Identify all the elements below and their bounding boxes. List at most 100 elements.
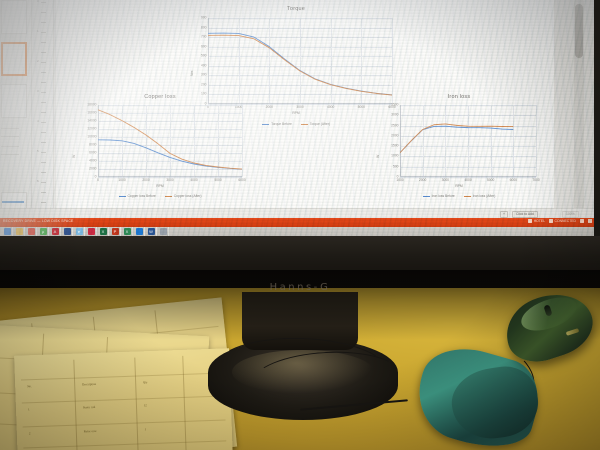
gridline: [536, 105, 537, 177]
legend-label: Torque (After): [309, 122, 330, 126]
ruler-tick: [41, 202, 46, 203]
legend-label: Copper loss Before: [127, 194, 156, 198]
tray-item-battery[interactable]: [580, 218, 584, 223]
y-axis-tick: 3000: [391, 112, 399, 117]
word-icon: W: [147, 228, 155, 235]
x-axis-tick: 4000: [464, 177, 472, 182]
notepad-icon: [159, 228, 167, 235]
taskbar-item-messenger[interactable]: [134, 227, 145, 236]
thumbnail-highlight: [2, 201, 24, 203]
status-bar: + Click to Add 100%: [0, 208, 594, 218]
taskbar-item-excel-doc[interactable]: X: [122, 227, 133, 236]
legend-swatch: [463, 195, 471, 197]
taskbar-item-powerpoint[interactable]: P: [110, 227, 121, 236]
legend-swatch: [164, 195, 172, 197]
vertical-ruler: 01234567: [32, 0, 54, 236]
taskbar-item-folder[interactable]: [14, 227, 25, 236]
taskbar-item-internet-explorer[interactable]: e: [74, 227, 85, 236]
legend-swatch: [262, 123, 270, 125]
taskbar-item-start-orb[interactable]: [2, 227, 13, 236]
x-axis-tick: 2000: [142, 177, 150, 182]
ruler-tick: [41, 52, 46, 53]
windows-taskbar: RECOVERY DRIVE — LOW DISK SPACE HOTEL CON…: [0, 218, 594, 236]
thumbnail-panel[interactable]: [0, 0, 32, 236]
series-line: [98, 139, 242, 170]
taskbar-item-utorrent[interactable]: µ: [38, 227, 49, 236]
ruler-tick: [41, 2, 46, 3]
tray-item-network[interactable]: HOTEL: [528, 218, 545, 223]
notification-banner[interactable]: [0, 218, 594, 227]
paper-sheet: No. 1 2 Description Stator coil Rotor co…: [14, 348, 233, 450]
ruler-tick: [41, 22, 46, 23]
taskbar-item-chrome[interactable]: [26, 227, 37, 236]
tray-item-clock[interactable]: [588, 218, 592, 223]
ruler-number: 0: [37, 0, 39, 3]
taskbar-item-paint[interactable]: [86, 227, 97, 236]
ruler-tick: [41, 132, 46, 133]
taskbar-item-media-player[interactable]: [62, 227, 73, 236]
chart-ylabel: W: [72, 154, 76, 158]
legend-swatch: [300, 123, 308, 125]
x-axis-tick: 2000: [418, 177, 427, 182]
taskbar-item-adobe-reader[interactable]: A: [50, 227, 61, 236]
start-orb-icon: [3, 228, 11, 235]
page-thumbnail-selected[interactable]: [1, 42, 27, 76]
media-player-icon: [63, 228, 71, 235]
x-axis-tick: 5000: [214, 177, 222, 182]
ruler-tick: [41, 192, 46, 193]
ruler-tick: [41, 182, 46, 183]
series-layer: [208, 32, 392, 96]
legend-label: Copper loss (After): [173, 194, 202, 198]
y-axis-tick: 6000: [89, 150, 97, 155]
x-axis-tick: 5000: [357, 104, 365, 109]
volume-icon: [549, 218, 554, 223]
taskbar-item-word[interactable]: W: [146, 227, 157, 236]
system-tray[interactable]: HOTEL CONNECTED: [528, 218, 592, 223]
x-axis-tick: 4000: [190, 177, 198, 182]
paper-table: No. 1 2 Description Stator coil Rotor co…: [20, 354, 227, 450]
excel-icon: X: [99, 228, 107, 235]
folder-icon: [15, 228, 23, 235]
ruler-tick: [41, 62, 46, 63]
page-thumbnail[interactable]: [1, 84, 27, 118]
x-axis-tick: 1000: [396, 177, 404, 182]
legend-label: Iron loss (After): [472, 194, 496, 198]
notification-text: RECOVERY DRIVE — LOW DISK SPACE: [3, 219, 74, 223]
chart-xlabel: RPM: [156, 184, 164, 188]
ruler-tick: [41, 162, 46, 163]
y-axis-tick: 4000: [89, 158, 97, 163]
click-to-add-button[interactable]: Click to Add: [512, 210, 538, 218]
y-axis-tick: 18000: [87, 102, 97, 107]
y-axis-tick: 300: [200, 72, 207, 77]
taskbar-item-excel[interactable]: X: [98, 227, 109, 236]
y-axis-tick: 8000: [89, 142, 97, 147]
x-axis-tick: 1000: [118, 177, 126, 182]
monitor-bezel: [0, 236, 600, 288]
add-icon[interactable]: +: [500, 210, 508, 218]
plot-area: 0 100 200 300 400 500 600 700 800 900 0 1000 2000 300…: [201, 16, 396, 109]
ruler-number: 2: [37, 59, 39, 63]
y-axis-tick: 200: [200, 82, 207, 87]
y-axis-tick: 16000: [87, 110, 97, 115]
paint-icon: [87, 228, 95, 235]
series-layer: [400, 123, 514, 154]
legend-swatch: [422, 195, 430, 197]
zoom-level[interactable]: 100%: [562, 210, 579, 218]
y-axis-tick: 1000: [391, 153, 399, 158]
excel-doc-icon: X: [123, 228, 131, 235]
y-axis-tick: 12000: [87, 126, 97, 131]
legend-label: Iron loss Before: [431, 194, 455, 198]
chart-iron-loss: Iron loss W 0 500 1000 1500 2000 2500 3000 3500…: [374, 94, 544, 210]
chart-xlabel: RPM: [455, 184, 463, 188]
page-thumbnail[interactable]: [1, 0, 27, 34]
plot-area: 0 2000 4000 6000 8000 10000 12000 14000 16000 180…: [87, 103, 245, 182]
taskbar-item-notepad[interactable]: [158, 227, 169, 236]
scrollbar-thumb[interactable]: [575, 4, 583, 58]
tray-item-volume[interactable]: CONNECTED: [549, 218, 576, 223]
ruler-number: 3: [37, 89, 39, 93]
ruler-tick: [41, 92, 46, 93]
y-axis-tick: 2000: [89, 166, 97, 171]
y-axis-tick: 600: [200, 44, 207, 49]
